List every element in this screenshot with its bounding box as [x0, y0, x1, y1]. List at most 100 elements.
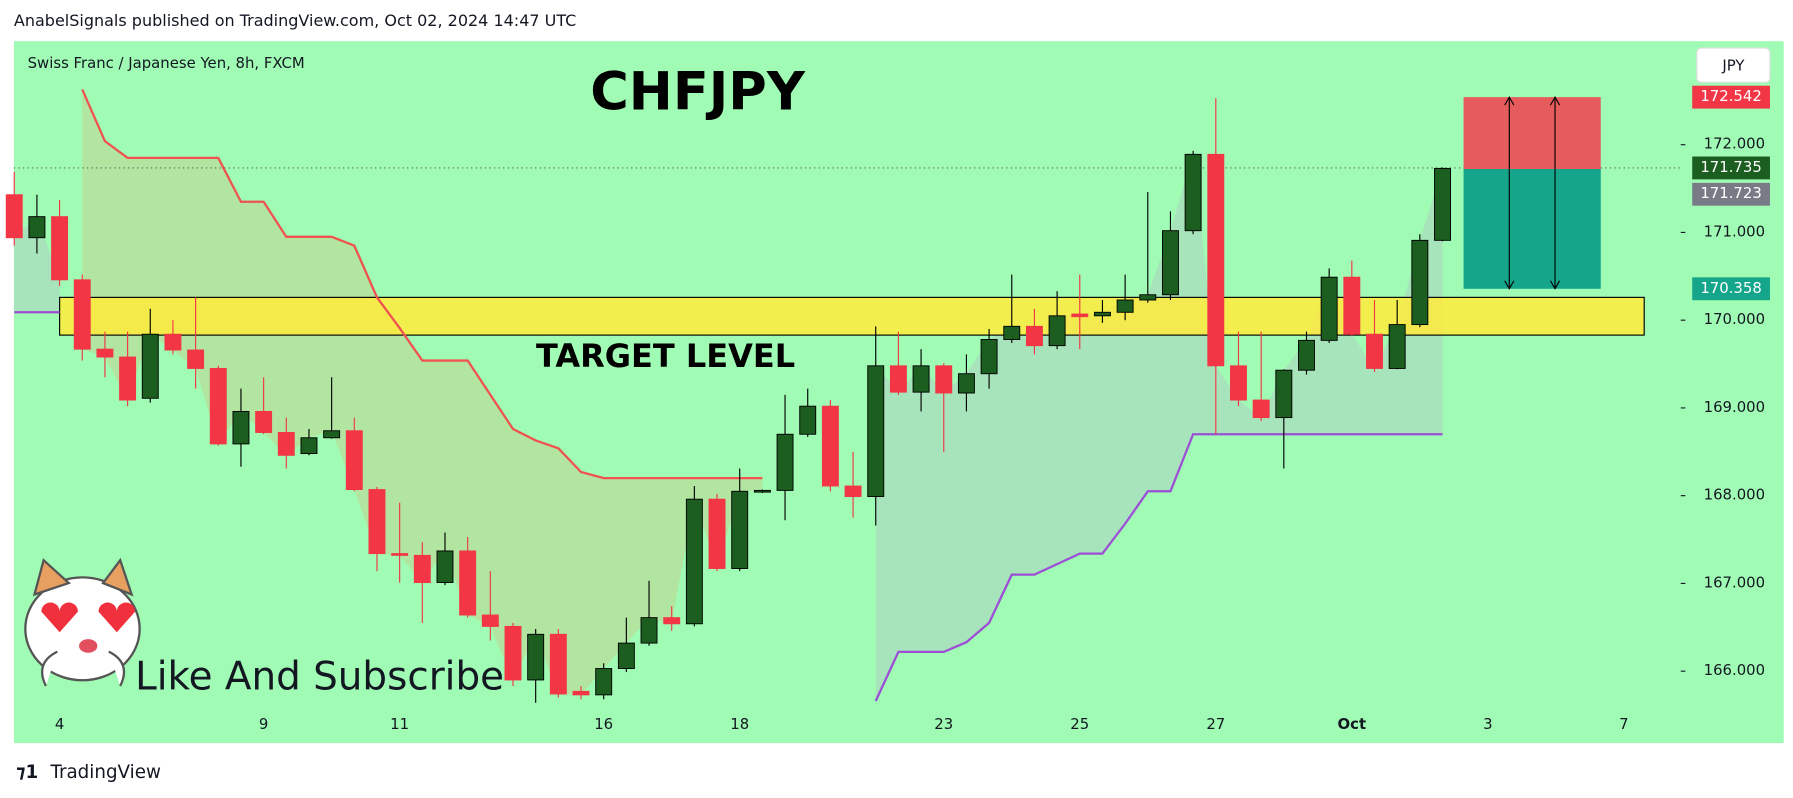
candle-body [1048, 315, 1066, 347]
candle-body [1071, 313, 1089, 318]
y-tick-label: 167.000 [1704, 573, 1765, 591]
cat-sticker [24, 557, 141, 687]
candle-body [1003, 325, 1021, 340]
candle-body [391, 553, 409, 556]
y-tick-label: 169.000 [1704, 398, 1765, 416]
candle-body [209, 367, 227, 445]
candle-body [685, 498, 703, 625]
candle-body [187, 349, 205, 369]
candle-body [413, 554, 431, 584]
candle-body [368, 489, 386, 555]
candle-body [821, 405, 839, 487]
price-label: 171.723 [1700, 184, 1761, 202]
y-tick-label: 168.000 [1704, 486, 1765, 504]
candle-body [708, 498, 726, 569]
candle-body [323, 430, 341, 439]
candle-body [141, 333, 159, 399]
indicator-area [82, 89, 763, 695]
candle-body [980, 339, 998, 375]
candle-body [1320, 276, 1338, 341]
x-tick-label: 16 [594, 715, 613, 733]
x-tick-label: Oct [1338, 715, 1367, 733]
y-tick-label: 170.000 [1704, 310, 1765, 328]
candle-body [255, 410, 273, 433]
plot: TARGET LEVEL 4 9 11 16 18 23 25 27 Oct 3 7 166.000 16… [5, 85, 1770, 733]
stop-zone [1463, 97, 1601, 170]
candle-body [844, 485, 862, 498]
indicator-line [81, 88, 763, 480]
candle-body [119, 356, 137, 401]
candle-body [504, 625, 522, 681]
candle-body [640, 617, 658, 644]
annotation: Like And Subscribe [135, 655, 504, 700]
candle-body [1025, 325, 1043, 347]
price-label-bg [1692, 182, 1770, 206]
candle-body [572, 690, 590, 696]
candle-body [164, 333, 182, 351]
candle-body [1252, 399, 1270, 419]
candle-body [1388, 324, 1406, 369]
y-tick-label: 166.000 [1704, 661, 1765, 679]
indicator-line [874, 433, 1443, 702]
x-tick-label: 11 [390, 715, 409, 733]
candle-body [1434, 167, 1451, 241]
candle-body [912, 365, 930, 393]
candle-body [1139, 294, 1157, 301]
candle-body [935, 365, 953, 394]
candle-body [436, 550, 454, 584]
price-label-bg [1692, 277, 1770, 301]
candle-body [481, 614, 499, 627]
price-label: 170.358 [1700, 279, 1761, 297]
candle-body [663, 617, 681, 625]
y-tick-label: 171.000 [1704, 222, 1765, 240]
candle-body [617, 642, 635, 669]
candle-body [527, 633, 545, 681]
subtitle: Swiss Franc / Japanese Yen, 8h, FXCM [28, 54, 305, 72]
candle-body [51, 216, 69, 281]
arrow-head [1504, 95, 1515, 290]
y-tick-label: 172.000 [1704, 135, 1765, 153]
candle-body [28, 216, 46, 239]
candle-body [776, 433, 794, 491]
candle-body [300, 437, 318, 455]
target-label: TARGET LEVEL [536, 337, 795, 375]
indicator-area [14, 216, 60, 313]
candle-body [1411, 239, 1429, 326]
candle-body [459, 550, 477, 616]
candle-body [1230, 365, 1247, 401]
price-label-bg [1692, 156, 1770, 180]
candle-body [1093, 311, 1111, 317]
candle-body [867, 365, 885, 498]
price-label: 172.542 [1700, 87, 1761, 105]
x-tick-label: 27 [1206, 715, 1225, 733]
candle-body [96, 348, 114, 358]
currency-button[interactable] [1696, 47, 1771, 83]
candle-body [1366, 333, 1383, 369]
candle-body [1162, 230, 1179, 296]
title: CHFJPY [590, 62, 806, 123]
candle-body [73, 279, 91, 350]
target-zone-box [1463, 169, 1601, 289]
price-label: 171.735 [1700, 158, 1761, 176]
candle-body [5, 194, 23, 239]
candle-body [1343, 276, 1361, 335]
price-label-bg [1692, 85, 1770, 109]
x-tick-label: 3 [1483, 715, 1492, 733]
candle-body [595, 668, 613, 696]
candle-body [957, 373, 975, 394]
candle-body [753, 489, 771, 493]
currency[interactable]: JPY [1721, 56, 1745, 74]
x-tick-label: 25 [1070, 715, 1089, 733]
candle-body [1184, 153, 1202, 232]
candle-body [345, 430, 363, 490]
arrow-head [1549, 95, 1561, 290]
footer: TradingView [49, 762, 161, 783]
candle-body [731, 490, 749, 569]
x-tick-label: 23 [934, 715, 953, 733]
x-tick-label: 9 [259, 715, 268, 733]
candle-body [889, 365, 907, 393]
logo-mark: ⁊𝟭 [16, 762, 38, 783]
indicator-area [875, 154, 1443, 702]
